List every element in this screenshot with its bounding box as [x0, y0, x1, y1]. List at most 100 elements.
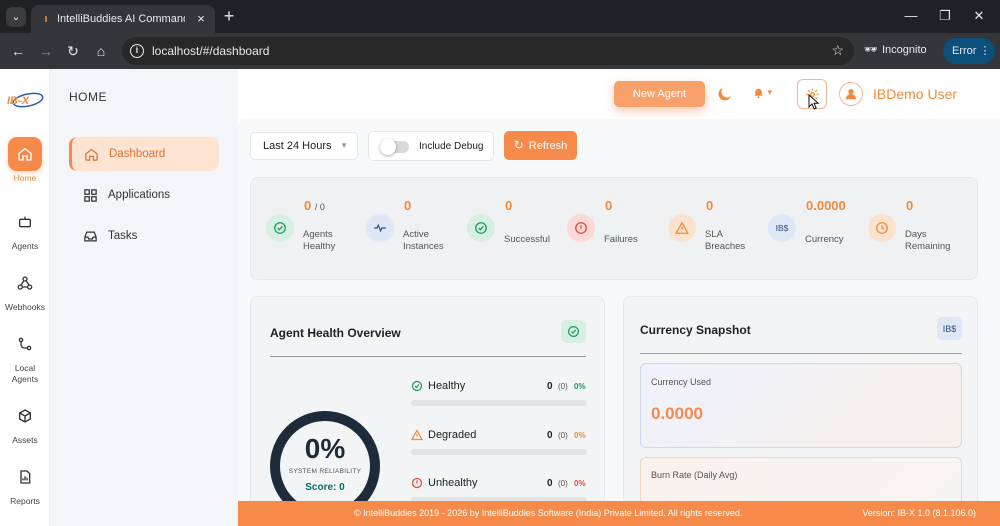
bookmark-star-icon[interactable]: ☆ — [831, 42, 844, 58]
rail-label-local-agents: Local Agents — [11, 363, 39, 384]
health-label: Degraded — [428, 429, 477, 441]
health-bar — [411, 400, 587, 406]
divider — [640, 353, 962, 354]
health-label: Healthy — [428, 380, 466, 392]
stat-label: Agents Healthy — [303, 229, 336, 252]
ibx-logo: IB-X — [7, 92, 44, 108]
notifications-button[interactable]: ▾ — [752, 86, 782, 102]
top-bar: New Agent ▾ IBDemo User — [238, 69, 1000, 119]
ib-currency-icon: IB$ — [937, 317, 962, 340]
sidenav-label-applications: Applications — [108, 189, 171, 201]
gear-icon — [806, 88, 818, 100]
site-info-icon[interactable]: i — [130, 44, 144, 58]
health-label: Unhealthy — [428, 477, 478, 489]
alert-circle-icon — [411, 477, 423, 489]
sidenav-item-applications[interactable]: Applications — [69, 178, 219, 212]
stat-label: Days Remaining — [905, 229, 951, 252]
home-icon — [8, 137, 42, 171]
avatar[interactable] — [839, 82, 863, 106]
health-count: 0 — [547, 478, 553, 489]
new-tab-button[interactable]: + — [223, 6, 235, 26]
refresh-button[interactable]: ↻ Refresh — [504, 131, 577, 160]
refresh-label: Refresh — [528, 140, 568, 152]
include-debug-label: Include Debug — [419, 141, 484, 152]
reload-icon[interactable]: ↻ — [67, 43, 79, 59]
rail-item-webhooks[interactable]: Webhooks — [0, 266, 50, 313]
settings-button[interactable] — [797, 79, 827, 109]
home-nav-icon[interactable]: ⌂ — [96, 43, 106, 59]
burn-rate-panel: Burn Rate (Daily Avg) — [640, 457, 962, 501]
rail-item-reports[interactable]: Reports — [0, 460, 50, 507]
back-icon[interactable]: ← — [11, 43, 25, 59]
minimize-icon[interactable]: — — [904, 8, 918, 23]
new-agent-button[interactable]: New Agent — [614, 81, 705, 107]
forward-icon[interactable]: → — [39, 43, 53, 59]
health-count: 0 — [547, 381, 553, 392]
rail-item-local-agents[interactable]: Local Agents — [0, 327, 50, 385]
side-nav: HOME Dashboard Applications Tasks — [50, 69, 238, 526]
dashboard-content: Last 24 Hours ▼ Include Debug ↻ Refresh 0… — [238, 119, 1000, 501]
divider — [270, 356, 586, 357]
warning-icon — [411, 429, 423, 441]
agent-health-title: Agent Health Overview — [270, 326, 401, 340]
rail-label-webhooks: Webhooks — [4, 302, 45, 312]
burn-rate-label: Burn Rate (Daily Avg) — [651, 470, 738, 480]
check-circle-icon — [561, 320, 586, 343]
rail-label-assets: Assets — [12, 435, 38, 445]
health-percent: 0% — [574, 382, 586, 391]
health-count-paren: (0) — [558, 479, 568, 488]
stat-label: Currency — [805, 234, 844, 245]
tab-search-button[interactable]: ⌄ — [6, 7, 26, 27]
moon-icon[interactable] — [716, 85, 734, 103]
main-area: New Agent ▾ IBDemo User Last 24 Hours ▼ … — [238, 69, 1000, 501]
stat-value: 0 — [404, 198, 412, 213]
stats-strip: 0 / 0 Agents Healthy 0 Active Instances … — [250, 177, 978, 280]
sidenav-item-dashboard[interactable]: Dashboard — [69, 137, 219, 171]
ib-currency-icon: IB$ — [768, 214, 796, 242]
reliability-label: SYSTEM RELIABILITY — [288, 468, 362, 475]
health-row-healthy: Healthy 0 (0) 0% — [411, 379, 587, 409]
health-count-paren: (0) — [558, 431, 568, 440]
browser-tab[interactable]: ι IntelliBuddies AI Command Center × — [31, 5, 215, 33]
footer-version: Version: IB-X 1.0 (8.1.106.0) — [862, 508, 976, 518]
time-range-select[interactable]: Last 24 Hours ▼ — [250, 132, 358, 160]
sidenav-item-tasks[interactable]: Tasks — [69, 219, 219, 253]
error-button[interactable]: Error ⋮ — [943, 38, 995, 64]
svg-text:IB-X: IB-X — [7, 95, 30, 107]
cube-icon — [8, 399, 42, 433]
robot-icon — [8, 205, 42, 239]
stat-value: 0 — [906, 198, 914, 213]
currency-used-label: Currency Used — [651, 377, 712, 387]
stat-label: SLA Breaches — [705, 229, 746, 252]
agent-health-card: Agent Health Overview 0% SYSTEM RELIABIL… — [250, 296, 605, 501]
rail-label-home: Home — [13, 173, 37, 183]
incognito-icon: 🕶 — [864, 44, 878, 56]
currency-snapshot-title: Currency Snapshot — [640, 323, 751, 337]
check-circle-icon — [467, 214, 495, 242]
sidenav-title: HOME — [69, 90, 107, 104]
footer-copyright: © IntelliBuddies 2019 - 2026 by IntelliB… — [354, 508, 743, 518]
window-close-icon[interactable]: ✕ — [973, 8, 985, 23]
omnibox[interactable]: i localhost/#/dashboard ☆ — [122, 37, 854, 65]
incognito-indicator[interactable]: 🕶 Incognito — [864, 44, 927, 56]
rail-label-agents: Agents — [11, 241, 39, 251]
health-bar — [411, 449, 587, 455]
rail-item-assets[interactable]: Assets — [0, 399, 50, 446]
sidenav-label-dashboard: Dashboard — [109, 148, 166, 160]
stat-value: 0 / 0 — [304, 198, 325, 213]
rail-item-agents[interactable]: Agents — [0, 205, 50, 252]
stat-value: 0 — [706, 198, 714, 213]
mouse-cursor-icon — [808, 94, 820, 110]
toggle-switch[interactable] — [380, 139, 409, 155]
include-debug-toggle[interactable]: Include Debug — [368, 131, 494, 161]
time-range-value: Last 24 Hours — [263, 140, 332, 152]
close-tab-icon[interactable]: × — [197, 11, 205, 26]
restore-icon[interactable]: ❐ — [939, 8, 951, 23]
user-name[interactable]: IBDemo User — [873, 86, 958, 102]
url-text[interactable]: localhost/#/dashboard — [152, 44, 270, 58]
currency-snapshot-card: Currency Snapshot IB$ Currency Used 0.00… — [623, 296, 978, 501]
health-bar — [411, 497, 587, 501]
tab-title: IntelliBuddies AI Command Center — [57, 13, 185, 25]
rail-item-home[interactable]: Home — [0, 137, 50, 184]
rail-label-reports: Reports — [10, 496, 40, 506]
